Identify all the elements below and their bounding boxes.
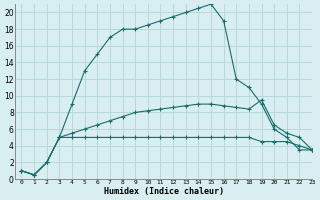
X-axis label: Humidex (Indice chaleur): Humidex (Indice chaleur) (104, 187, 224, 196)
